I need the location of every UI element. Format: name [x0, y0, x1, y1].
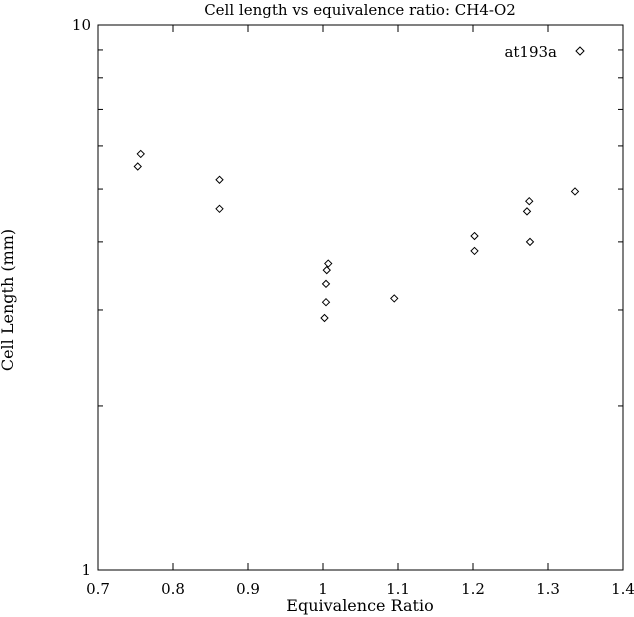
legend-label: at193a [504, 43, 557, 61]
y-tick-label: 1 [81, 561, 91, 579]
data-point [522, 207, 532, 216]
x-tick-label: 0.8 [161, 580, 185, 598]
plot-frame [97, 24, 624, 571]
chart-title: Cell length vs equivalence ratio: CH4-O2 [204, 1, 516, 19]
legend-marker [575, 46, 585, 56]
y-axis-ticks: 1 10 [72, 16, 623, 579]
data-point [470, 246, 479, 256]
data-point [322, 265, 331, 275]
x-tick-label: 1.4 [611, 580, 634, 598]
data-points [133, 149, 580, 323]
data-point [470, 231, 479, 241]
x-axis-ticks: 0.7 0.8 0.9 1 1.1 1.2 1.3 1.4 [86, 25, 634, 598]
data-point [525, 237, 535, 247]
x-tick-label: 1.2 [461, 580, 485, 598]
y-tick-label: 10 [72, 16, 91, 34]
data-point [215, 175, 224, 184]
data-point [525, 196, 534, 206]
data-point [321, 279, 331, 289]
x-tick-label: 0.7 [86, 580, 110, 598]
data-point [324, 259, 333, 268]
data-point [390, 294, 399, 303]
y-axis-label: Cell Length (mm) [0, 229, 17, 371]
x-tick-label: 0.9 [236, 580, 260, 598]
x-tick-label: 1 [318, 580, 328, 598]
data-point [320, 313, 329, 323]
data-point [136, 149, 145, 159]
x-tick-label: 1.1 [386, 580, 410, 598]
data-point [133, 162, 142, 171]
x-tick-label: 1.3 [536, 580, 560, 598]
data-point [215, 204, 224, 214]
x-axis-label: Equivalence Ratio [286, 596, 433, 615]
legend: at193a [504, 43, 585, 61]
data-point [321, 298, 331, 307]
data-point [570, 187, 580, 196]
